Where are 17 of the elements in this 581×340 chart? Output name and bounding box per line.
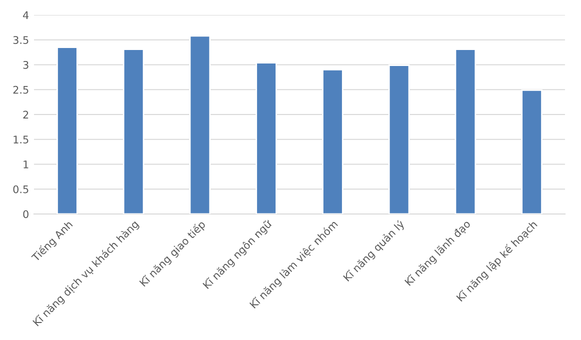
bar bbox=[322, 69, 344, 214]
bar bbox=[454, 48, 476, 214]
bar bbox=[56, 46, 78, 214]
y-tick-label: 3 bbox=[23, 60, 28, 69]
y-tick-label: 3.5 bbox=[13, 36, 28, 44]
bar bbox=[521, 89, 542, 214]
y-tick-label: 0 bbox=[23, 210, 28, 218]
bar bbox=[388, 64, 410, 214]
y-tick-label: 1 bbox=[24, 160, 28, 168]
bar bbox=[256, 62, 277, 214]
bar bbox=[122, 48, 144, 214]
y-tick-label: 2.5 bbox=[13, 86, 28, 94]
y-tick-label: 0.5 bbox=[13, 185, 28, 194]
y-tick-label: 4 bbox=[23, 11, 29, 19]
y-tick-label: 2 bbox=[23, 110, 28, 118]
y-tick-label: 1.5 bbox=[14, 136, 28, 144]
bar bbox=[189, 35, 211, 214]
